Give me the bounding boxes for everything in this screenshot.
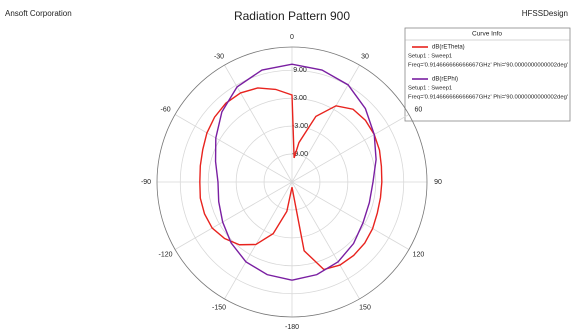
legend-title: Curve Info xyxy=(472,31,502,38)
header-left: Ansoft Corporation xyxy=(5,9,72,18)
spoke xyxy=(224,64,293,183)
header-right: HFSSDesign xyxy=(522,9,568,18)
theta-tick-label: -150 xyxy=(212,304,226,311)
series-line xyxy=(199,87,383,271)
theta-tick-label: 150 xyxy=(359,304,371,311)
spoke xyxy=(291,181,360,300)
legend-name: dB(rEPhi) xyxy=(432,77,458,83)
grid-circle xyxy=(263,153,321,211)
r-tick-label: -3.00 xyxy=(292,123,308,130)
grid-circle xyxy=(235,125,349,239)
legend-freq: Freq='0.914666666666667GHz' Phi='90.0000… xyxy=(408,94,568,100)
theta-tick-label: 120 xyxy=(413,251,425,258)
outer-circle xyxy=(156,46,428,318)
theta-tick-label: -60 xyxy=(160,106,170,113)
spoke xyxy=(291,181,410,250)
spoke xyxy=(174,181,293,250)
r-tick-label: 3.00 xyxy=(293,95,307,102)
legend-setup: Setup1 : Sweep1 xyxy=(408,86,452,92)
theta-tick-label: -120 xyxy=(159,251,173,258)
legend-setup: Setup1 : Sweep1 xyxy=(408,54,452,60)
theta-tick-label: -30 xyxy=(214,53,224,60)
theta-tick-label: -180 xyxy=(285,324,299,329)
theta-tick-label: 90 xyxy=(434,179,442,186)
spoke xyxy=(224,181,293,300)
r-tick-label: -9.00 xyxy=(292,151,308,158)
grid-circle xyxy=(179,69,405,295)
legend-name: dB(rETheta) xyxy=(432,45,465,51)
legend-freq: Freq='0.914666666666667GHz' Phi='90.0000… xyxy=(408,62,568,68)
chart-title: Radiation Pattern 900 xyxy=(234,9,350,23)
theta-tick-label: -90 xyxy=(141,179,151,186)
r-tick-label: 9.00 xyxy=(293,67,307,74)
series-line xyxy=(214,63,377,281)
theta-tick-label: 30 xyxy=(361,53,369,60)
theta-tick-label: 0 xyxy=(290,34,294,41)
spoke xyxy=(174,114,293,183)
theta-tick-label: 60 xyxy=(415,106,423,113)
legend-box xyxy=(404,27,571,122)
spoke xyxy=(291,114,410,183)
